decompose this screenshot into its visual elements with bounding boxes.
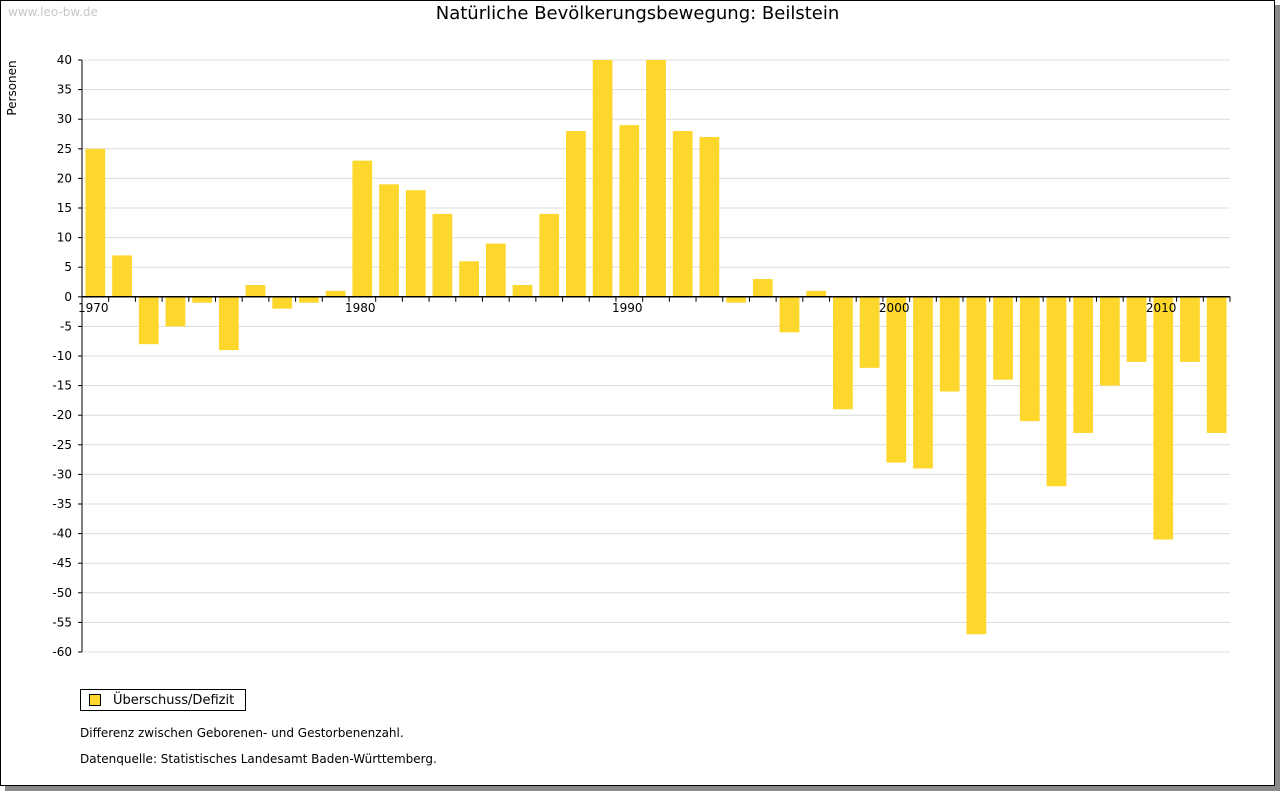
bar-1987 <box>539 213 560 297</box>
y-tick-label: -40 <box>52 527 72 541</box>
bar-2011 <box>1180 296 1200 362</box>
y-tick-label: -35 <box>52 497 72 511</box>
bar-1983 <box>432 213 453 297</box>
bar-1974 <box>192 296 213 303</box>
bar-1998 <box>833 296 853 410</box>
bar-1985 <box>485 243 506 297</box>
bar-1999 <box>859 296 880 368</box>
bar-2010 <box>1153 296 1174 540</box>
bar-1996 <box>779 296 800 333</box>
legend[interactable]: Überschuss/Defizit <box>80 689 246 711</box>
bar-1976 <box>245 284 266 297</box>
y-tick-label: -50 <box>52 586 72 600</box>
y-tick-label: 0 <box>64 290 72 304</box>
y-tick-label: -60 <box>52 645 72 659</box>
x-tick-label: 1980 <box>345 301 376 315</box>
bar-1988 <box>566 131 586 297</box>
bar-2000 <box>886 296 907 463</box>
y-tick-label: -15 <box>52 379 72 393</box>
bar-1977 <box>272 296 293 309</box>
chart-title: Natürliche Bevölkerungsbewegung: Beilste… <box>435 3 840 24</box>
y-tick-label: -10 <box>52 349 72 363</box>
bar-1972 <box>138 296 159 345</box>
bar-1995 <box>752 279 773 297</box>
y-tick-label: -45 <box>52 556 72 570</box>
y-tick-label: 35 <box>57 83 72 97</box>
y-tick-label: 10 <box>57 231 72 245</box>
bar-1979 <box>325 290 346 297</box>
watermark: www.leo-bw.de <box>8 5 98 19</box>
x-tick-label: 1990 <box>612 301 643 315</box>
bar-1994 <box>726 296 746 303</box>
bar-1978 <box>299 296 319 303</box>
bar-1984 <box>459 261 479 297</box>
y-tick-label: -30 <box>52 467 72 481</box>
x-tick-label: 1970 <box>78 301 109 315</box>
y-tick-label: 15 <box>57 201 72 215</box>
bar-1971 <box>112 255 132 297</box>
bar-1980 <box>352 160 373 297</box>
bar-1992 <box>672 131 693 297</box>
legend-swatch <box>89 694 101 706</box>
x-tick-label: 2010 <box>1146 301 1177 315</box>
y-tick-label: -25 <box>52 438 72 452</box>
bar-2006 <box>1046 296 1067 487</box>
bar-2005 <box>1019 296 1040 422</box>
y-tick-label: 40 <box>57 53 72 67</box>
bar-1990 <box>619 125 640 297</box>
bar-1986 <box>512 284 533 297</box>
bar-1982 <box>405 190 426 297</box>
bar-1975 <box>218 296 239 351</box>
bar-2012 <box>1206 296 1227 433</box>
bar-1970 <box>85 148 106 297</box>
bar-1997 <box>806 290 827 297</box>
bar-2007 <box>1073 296 1094 433</box>
y-tick-label: 20 <box>57 171 72 185</box>
chart-description: Differenz zwischen Geborenen- und Gestor… <box>80 726 404 740</box>
legend-label: Überschuss/Defizit <box>113 692 235 708</box>
bar-1973 <box>165 296 186 327</box>
bar-2002 <box>939 296 960 392</box>
chart-source: Datenquelle: Statistisches Landesamt Bad… <box>80 752 437 766</box>
y-tick-label: 30 <box>57 112 72 126</box>
bar-2001 <box>913 296 933 469</box>
y-tick-label: -5 <box>60 319 72 333</box>
y-tick-label: -20 <box>52 408 72 422</box>
y-tick-label: 5 <box>64 260 72 274</box>
bar-1991 <box>646 60 666 297</box>
x-tick-label: 2000 <box>879 301 910 315</box>
bar-1989 <box>592 60 613 297</box>
bar-2004 <box>993 296 1013 380</box>
y-tick-label: -55 <box>52 615 72 629</box>
y-tick-label: 25 <box>57 142 72 156</box>
bar-1981 <box>379 184 399 297</box>
bar-1993 <box>699 136 720 297</box>
bar-2008 <box>1099 296 1120 386</box>
bar-2009 <box>1126 296 1147 362</box>
bar-2003 <box>966 296 987 635</box>
